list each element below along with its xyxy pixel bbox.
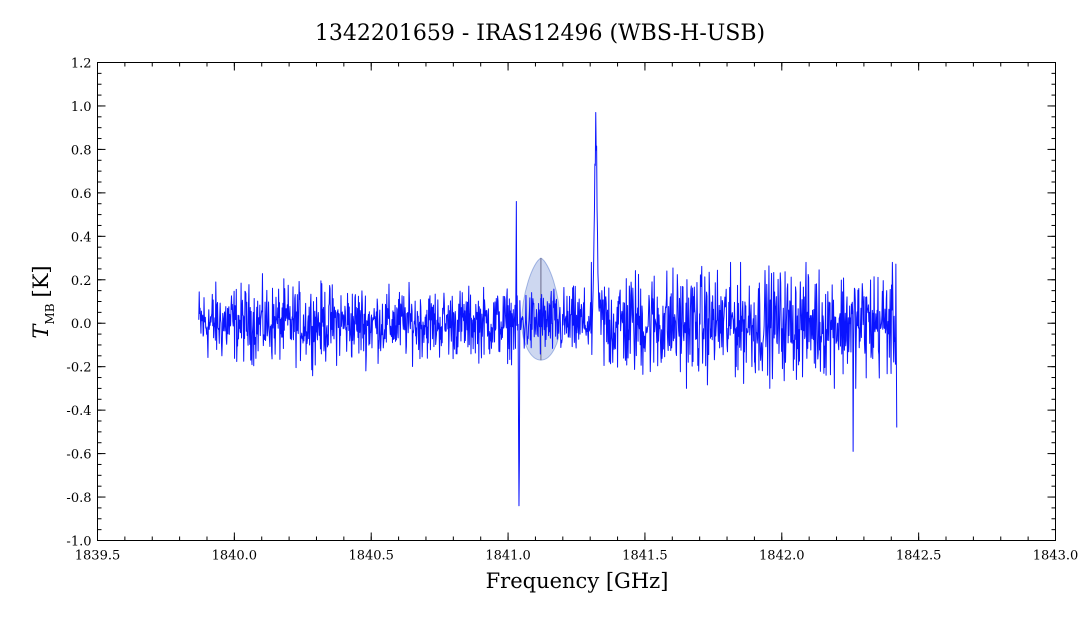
x-tick-label: 1841.5 <box>622 549 668 564</box>
x-tick-label: 1839.5 <box>75 549 121 564</box>
y-tick-label: 0.8 <box>71 143 92 158</box>
y-axis-label: TMB [K] <box>29 265 57 338</box>
x-tick-label: 1840.5 <box>348 549 394 564</box>
y-tick-label: -1.0 <box>66 535 91 550</box>
x-tick-label: 1840.0 <box>212 549 258 564</box>
y-tick-label: 0.4 <box>71 230 92 245</box>
x-tick-label: 1843.0 <box>1033 549 1079 564</box>
plot-area <box>97 62 1056 541</box>
y-tick-label: 0.0 <box>71 317 92 332</box>
y-tick-labels: -1.0 -0.8 -0.6 -0.4 -0.2 0.0 0.2 0.4 0.6 0.8 1.0 1.… <box>66 57 91 550</box>
y-tick-label: -0.8 <box>66 491 91 506</box>
series-layer <box>198 111 898 507</box>
y-axis-label-subscript: MB <box>43 303 57 324</box>
spectrum-series-line <box>198 111 898 507</box>
y-tick-label: 0.6 <box>71 187 92 202</box>
x-tick-label: 1841.0 <box>485 549 531 564</box>
y-axis-label-main: T <box>29 323 53 339</box>
y-tick-label: 1.2 <box>71 57 92 72</box>
y-tick-label: 0.2 <box>71 274 92 289</box>
y-axis-label-unit: [K] <box>29 265 53 297</box>
chart-title: 1342201659 - IRAS12496 (WBS-H-USB) <box>315 21 765 46</box>
y-tick-label: -0.2 <box>66 361 91 376</box>
y-tick-label: -0.6 <box>66 448 91 463</box>
axis-ticks <box>97 62 1056 541</box>
x-tick-labels: 1839.5 1840.0 1840.5 1841.0 1841.5 1842.0 1842… <box>75 549 1079 564</box>
y-tick-label: 1.0 <box>71 100 92 115</box>
x-axis-label: Frequency [GHz] <box>486 569 669 593</box>
y-tick-label: -0.4 <box>66 404 91 419</box>
x-tick-label: 1842.5 <box>896 549 942 564</box>
x-tick-label: 1842.0 <box>759 549 805 564</box>
